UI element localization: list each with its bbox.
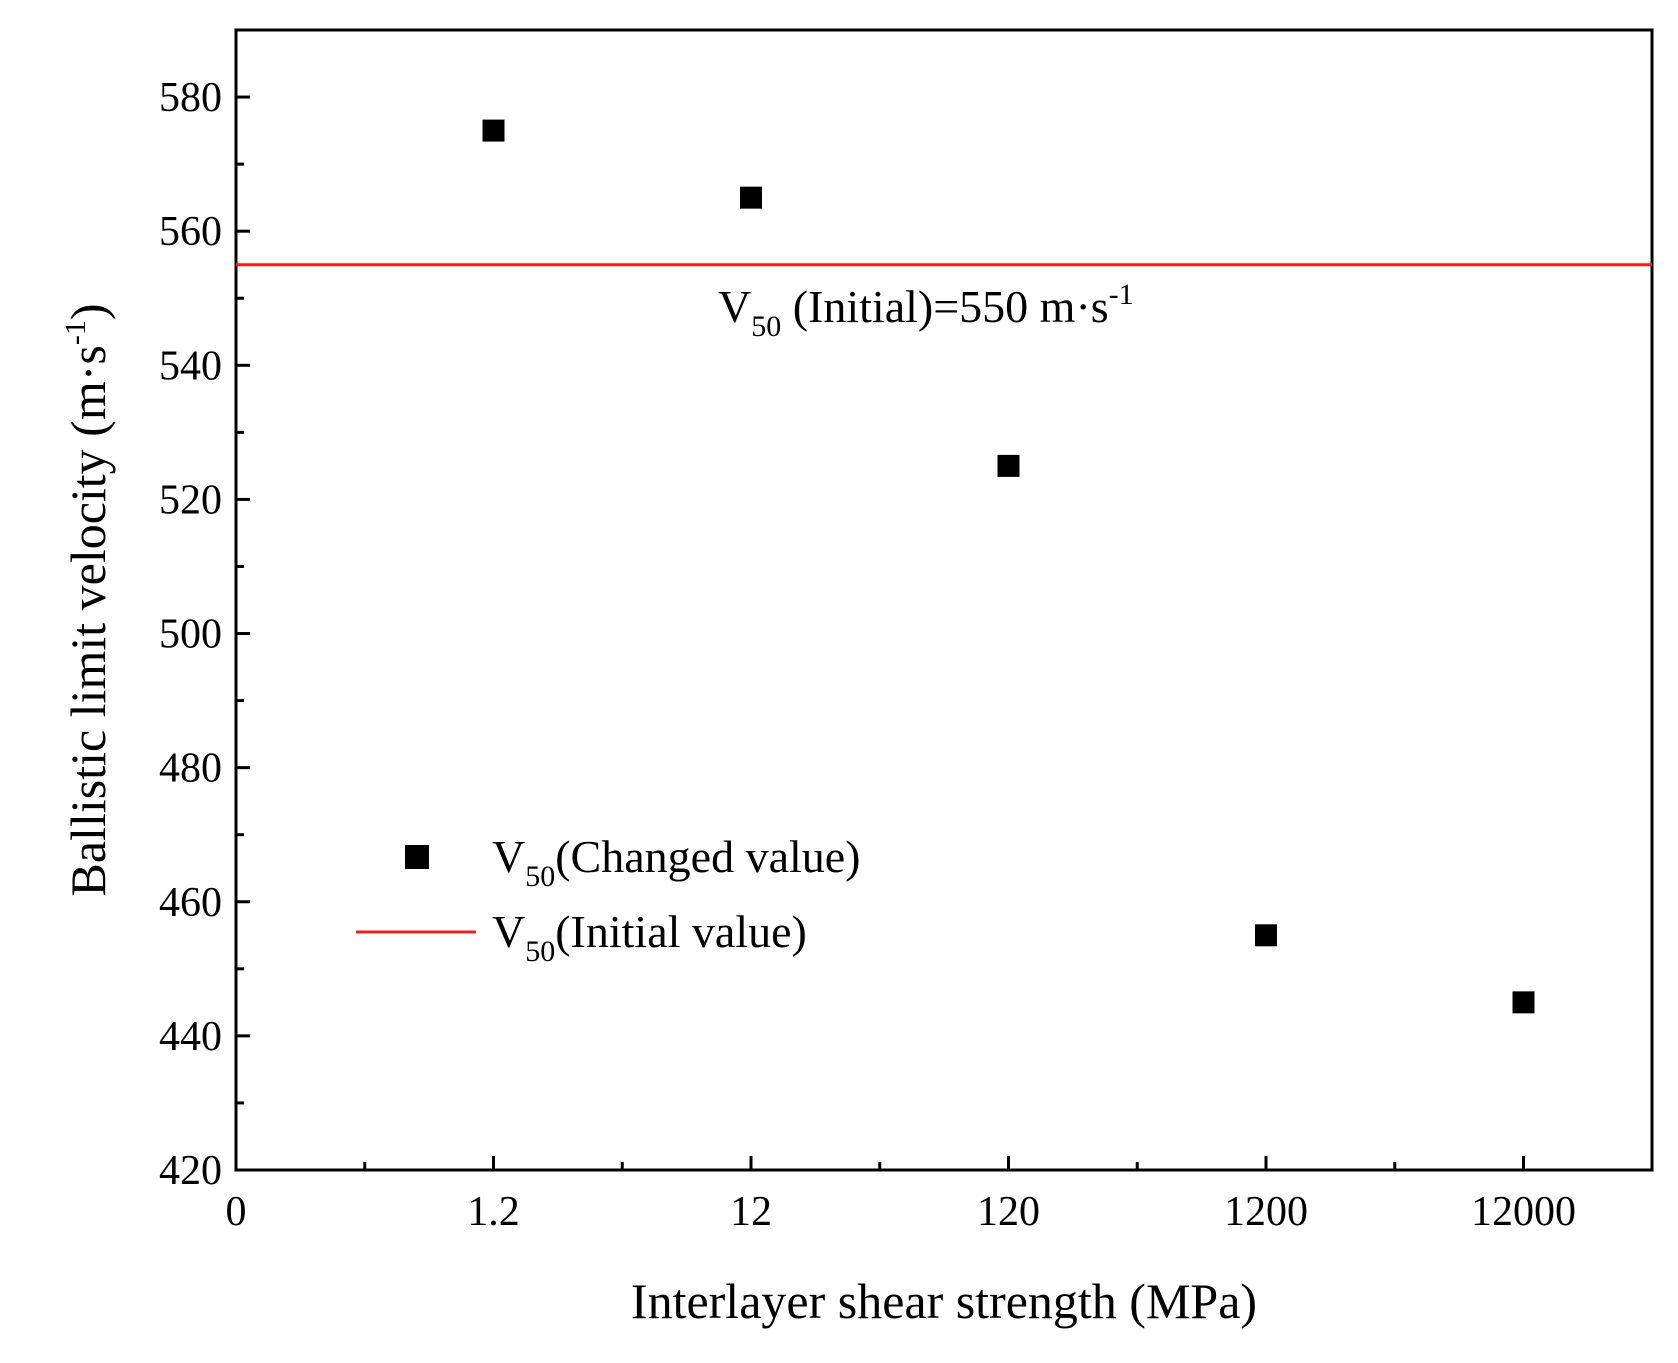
y-tick-label: 420 (159, 1148, 222, 1194)
legend: V50(Changed value) V50(Initial value) (356, 831, 861, 968)
x-axis-title: Interlayer shear strength (MPa) (631, 1273, 1257, 1329)
data-point (1512, 991, 1535, 1014)
y-tick-label: 460 (159, 880, 222, 926)
y-tick-label: 500 (159, 612, 222, 658)
data-point (740, 186, 762, 209)
y-tick-label: 440 (159, 1014, 222, 1060)
y-tick-label: 520 (159, 477, 222, 523)
annotation-label: V50 (Initial)=550 m·s-1 (718, 278, 1134, 343)
x-tick-label: 12000 (1471, 1189, 1576, 1235)
data-point (997, 454, 1020, 477)
y-tick-label: 560 (159, 209, 222, 255)
y-tick-label: 540 (159, 343, 222, 389)
y-axis-title: Ballistic limit velocity (m·s-1) (59, 304, 116, 897)
axes-layer: 420 440 460 480 500 520 540 560 580 0 1.2 12 120 1200… (59, 28, 1654, 1329)
marks-layer (236, 119, 1652, 1014)
legend-marker-square (405, 845, 429, 869)
x-tick-label: 1200 (1224, 1189, 1308, 1235)
x-tick-label: 12 (730, 1189, 772, 1235)
data-point (1255, 924, 1277, 947)
y-tick-label: 580 (159, 75, 222, 121)
x-tick-label: 0 (226, 1189, 247, 1235)
data-point (482, 119, 505, 142)
y-tick-label: 480 (159, 746, 222, 792)
annotation-layer: V50 (Initial)=550 m·s-1 (718, 278, 1134, 343)
legend-label-initial: V50(Initial value) (492, 906, 807, 968)
x-tick-label: 1.2 (467, 1189, 520, 1235)
x-tick-label: 120 (977, 1189, 1040, 1235)
plot-frame (234, 28, 1654, 1172)
legend-label-changed: V50(Changed value) (492, 831, 861, 893)
